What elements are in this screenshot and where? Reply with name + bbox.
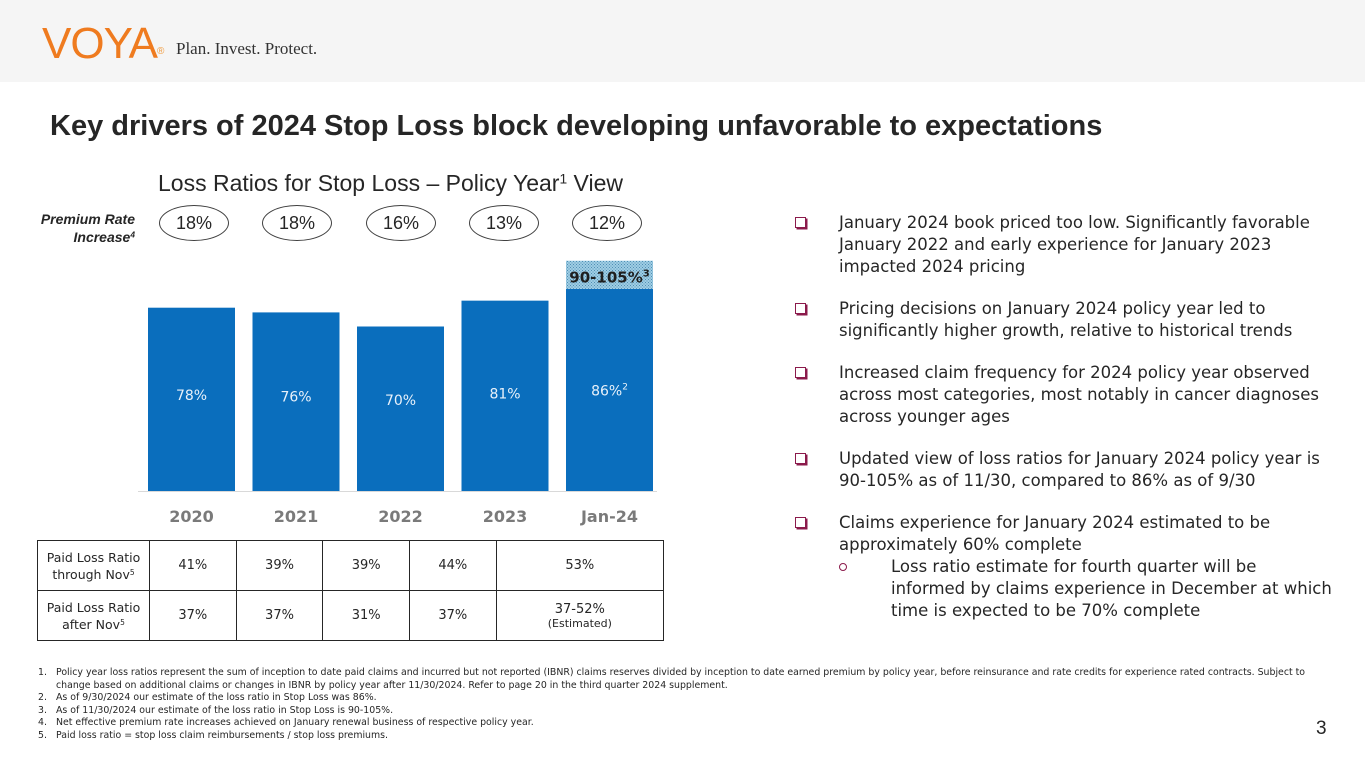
- footnotes: 1. Policy year loss ratios represent the …: [38, 667, 1328, 743]
- bar-value-label: 86%2: [591, 382, 628, 399]
- bar-2021: [252, 312, 340, 491]
- table-cell: 37%: [235, 590, 324, 641]
- footnote: 2. As of 9/30/2024 our estimate of the lo…: [38, 692, 377, 704]
- loss-ratio-bar-chart: 78% 2020 76% 2021 70% 2022 81% 2023 86%2 Jan-24 90…: [138, 260, 657, 526]
- range-estimate-segment: [566, 260, 653, 289]
- key-drivers-list: January 2024 book priced too low. Signif…: [795, 212, 1335, 622]
- table-row: Paid Loss Ratio after Nov5 37% 37% 31% 37…: [37, 590, 665, 641]
- bar-2020: [148, 307, 235, 491]
- table-cell: 37%: [409, 590, 497, 641]
- sub-bullet-item: Loss ratio estimate for fourth quarter w…: [839, 556, 1335, 622]
- x-tick-label: 2022: [378, 507, 423, 526]
- table-cell: 37%: [149, 590, 237, 641]
- x-tick-label: 2020: [169, 507, 214, 526]
- bullet-item: Updated view of loss ratios for January …: [795, 448, 1335, 492]
- checkbox-bullet-icon: [795, 367, 806, 378]
- table-cell: 31%: [322, 590, 411, 641]
- bar-value-label: 81%: [489, 386, 520, 402]
- premium-rate-ellipse: 13%: [469, 205, 539, 241]
- bar-2023: [461, 300, 549, 491]
- row-label: Paid Loss Ratio after Nov5: [37, 590, 150, 641]
- row-label: Paid Loss Ratio through Nov5: [37, 540, 150, 591]
- table-cell: 44%: [409, 540, 497, 591]
- table-cell: 39%: [235, 540, 324, 591]
- bar-2022: [357, 326, 444, 491]
- page-title: Key drivers of 2024 Stop Loss block deve…: [50, 110, 1103, 142]
- table-cell-estimated: 37-52% (Estimated): [495, 590, 665, 641]
- checkbox-bullet-icon: [795, 217, 806, 228]
- paid-loss-ratio-table: Paid Loss Ratio through Nov5 41% 39% 39% …: [37, 540, 665, 641]
- premium-rate-label: Premium Rate Increase4: [40, 211, 135, 245]
- bullet-item: Claims experience for January 2024 estim…: [795, 512, 1335, 556]
- chart-title: Loss Ratios for Stop Loss – Policy Year1…: [158, 170, 623, 196]
- x-tick-label: 2021: [274, 507, 319, 526]
- bar-value-label: 78%: [176, 388, 207, 404]
- premium-rate-ellipse: 18%: [262, 205, 332, 241]
- bullet-item: Pricing decisions on January 2024 policy…: [795, 298, 1335, 342]
- premium-rate-ellipse: 12%: [572, 205, 642, 241]
- tagline: Plan. Invest. Protect.: [176, 39, 318, 58]
- premium-rate-ellipse: 18%: [159, 205, 229, 241]
- page-number: 3: [1316, 718, 1327, 739]
- table-cell: 53%: [495, 540, 665, 591]
- bullet-item: January 2024 book priced too low. Signif…: [795, 212, 1335, 278]
- bar-value-label: 70%: [385, 393, 416, 409]
- premium-rate-ellipse: 16%: [366, 205, 436, 241]
- x-tick-label: Jan-24: [580, 507, 638, 526]
- table-cell: 41%: [149, 540, 237, 591]
- circle-bullet-icon: [839, 563, 847, 571]
- range-estimate-label: 90-105%3: [569, 269, 649, 287]
- bar-value-label: 76%: [280, 389, 311, 405]
- x-tick-label: 2023: [483, 507, 528, 526]
- checkbox-bullet-icon: [795, 303, 806, 314]
- table-row: Paid Loss Ratio through Nov5 41% 39% 39% …: [37, 540, 665, 591]
- footnote: 5. Paid loss ratio = stop loss claim reim…: [38, 729, 389, 741]
- checkbox-bullet-icon: [795, 517, 806, 528]
- table-cell: 39%: [322, 540, 411, 591]
- footnote: 3. As of 11/30/2024 our estimate of the l…: [38, 704, 394, 716]
- bar-jan-24: [566, 288, 653, 491]
- footnote: 4. Net effective premium rate increases a…: [38, 717, 534, 729]
- voya-logo: VOYA®: [42, 19, 164, 68]
- checkbox-bullet-icon: [795, 453, 806, 464]
- header-bar: VOYA® Plan. Invest. Protect.: [0, 0, 1365, 82]
- footnote: 1. Policy year loss ratios represent the …: [38, 667, 1306, 691]
- bullet-item: Increased claim frequency for 2024 polic…: [795, 362, 1335, 428]
